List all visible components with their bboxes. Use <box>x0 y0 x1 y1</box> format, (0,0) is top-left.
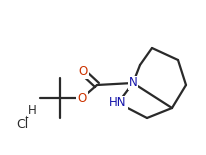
Text: H: H <box>27 104 36 117</box>
Text: O: O <box>77 91 86 104</box>
Text: Cl: Cl <box>16 119 28 131</box>
Text: HN: HN <box>109 97 126 109</box>
Text: O: O <box>78 66 87 78</box>
Text: N: N <box>128 77 137 89</box>
